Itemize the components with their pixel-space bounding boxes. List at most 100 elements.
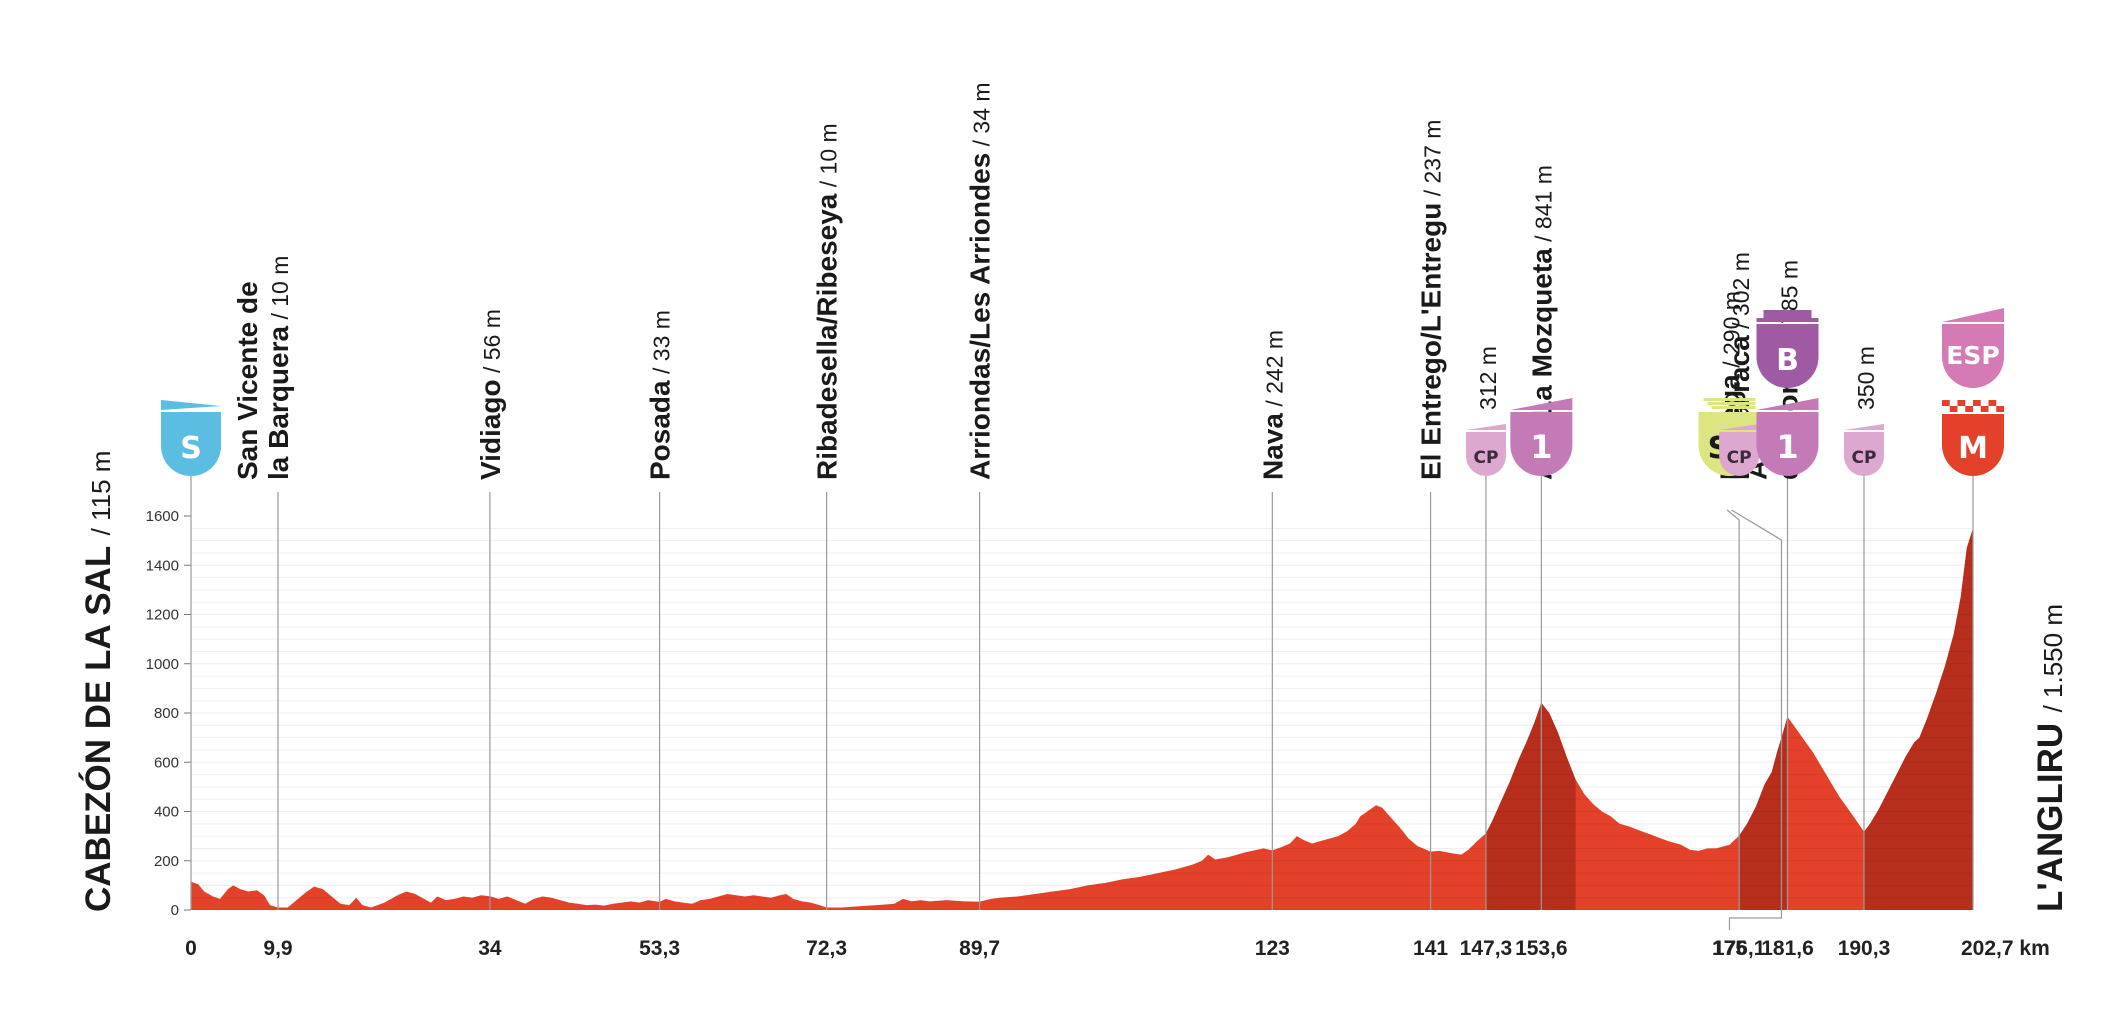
climb-segment-1 [1486,702,1542,910]
y-tick-label: 1600 [146,508,179,525]
waypoint-name: Vidiago [475,379,506,480]
waypoint-elevation: / 302 m [1728,252,1754,335]
waypoint-lines [190,472,1974,930]
finish-checker [1988,400,1997,406]
badge-label: CP [1852,448,1877,468]
waypoint-elevation: 312 m [1475,346,1501,410]
y-axis: 0 200 400 600 800 1000 1200 1400 1600 [146,486,192,919]
km-label: 72,3 [806,937,847,960]
km-label: 153,6 [1515,937,1568,960]
cp-badge [1719,432,1760,477]
climb-segment-3 [1739,716,1788,910]
badge-label: B [1776,343,1799,378]
cp-badge-tab [1843,424,1884,430]
sprint-badge-stripe [1707,402,1756,405]
waypoint-name: la Barquera [263,326,294,480]
waypoint-elevation: / 10 m [816,123,842,193]
waypoint-name: Posada [645,380,676,480]
badge-label: S [180,431,202,466]
waypoint-elevation: / 33 m [649,310,675,380]
waypoint-label: 312 m [1475,346,1501,410]
finish-badge [1942,414,2004,476]
climb-category-badge [1756,412,1819,476]
finish-town-name: L'ANGLIRU [2031,723,2070,912]
km-label: 9,9 [263,937,292,960]
waypoint-elevation: / 841 m [1530,165,1556,248]
km-label: 175 [1712,937,1747,960]
waypoint-line [1726,509,1740,910]
cp-badge-tab [1719,424,1760,430]
waypoint-label: Ribadesella/Ribeseya / 10 m [812,123,843,480]
waypoint-name: Ribadesella/Ribeseya [812,193,843,480]
start-badge [161,412,221,476]
climb-category-badge [1510,412,1573,476]
y-tick-label: 1200 [146,607,179,624]
waypoint-elevation: / 34 m [969,82,995,152]
finish-checker [1949,406,1958,412]
esp-badge-tab [1942,308,2004,322]
special-category-badge [1942,324,2004,388]
waypoint-label: San Vicente de [232,281,263,480]
start-town-label: CABEZÓN DE LA SAL / 115 m [78,451,118,912]
waypoint-elevation: / 237 m [1420,120,1446,203]
start-town-name: CABEZÓN DE LA SAL [78,546,118,912]
climb-badge-tab [1756,398,1819,410]
y-tick-label: 800 [154,705,179,722]
waypoint-elevation: 350 m [1853,346,1879,410]
bonus-badge [1756,324,1819,388]
start-flag [161,400,221,410]
y-tick-label: 200 [154,853,179,870]
waypoint-name: El Entrego/L'Entregu [1416,203,1447,480]
waypoint-elevation: / 10 m [267,256,293,326]
sprint-badge-stripe [1703,398,1756,401]
waypoint-label: Vidiago / 56 m [475,309,506,480]
badge-label: 1 [1530,428,1552,466]
waypoint-label: 350 m [1853,346,1879,410]
cp-badge-tab [1465,424,1506,430]
y-tick-label: 1000 [146,656,179,673]
waypoint-label: Posada / 33 m [645,310,676,480]
waypoint-name: San Vicente de [232,281,263,480]
bonus-badge-cap [1756,318,1819,322]
waypoint-leader-line [1728,509,1783,930]
km-label: 181,6 [1761,937,1814,960]
waypoint-label: Arriondas/Les Arriondes / 34 m [965,82,996,480]
waypoint-label: la Barquera / 10 m [263,256,294,480]
waypoint-elevation: / 242 m [1261,330,1287,413]
km-label: 34 [478,937,502,960]
finish-checker [1942,400,1950,406]
bonus-badge-cap [1763,310,1812,318]
badge-label: CP [1473,448,1498,468]
km-label: 0 [185,937,197,960]
y-tick-label: 1400 [146,557,179,574]
km-label: 190,3 [1838,937,1891,960]
finish-checker [1980,406,1989,412]
y-tick-label: 600 [154,754,179,771]
finish-town-label: L'ANGLIRU / 1.550 m [2031,604,2070,912]
elevation-gridlines [191,527,1973,899]
km-label: 89,7 [959,937,1000,960]
start-town-elevation: / 115 m [86,451,116,536]
km-label: 176,1 [1713,937,1766,960]
badge-label: 1 [1776,428,1798,466]
climb-segment-2 [1541,702,1576,910]
elevation-profile [191,528,1973,910]
profile-area [191,528,1973,910]
finish-checker [1973,400,1981,406]
finish-checker [1957,400,1966,406]
waypoint-label: El Entrego/L'Entregu / 237 m [1416,120,1447,480]
badge-label: M [1958,431,1988,466]
waypoint-name: Nava [1257,413,1288,480]
badge-label: CP [1727,448,1752,468]
cp-badge [1465,432,1506,477]
y-tick-label: 400 [154,804,179,821]
km-label: 141 [1413,937,1448,960]
y-tick-label: 0 [171,902,179,919]
finish-checker [1965,406,1973,412]
finish-town-elevation: / 1.550 m [2038,604,2068,712]
waypoint-label: Nava / 242 m [1257,330,1288,480]
km-label: 123 [1255,937,1290,960]
end-labels: CABEZÓN DE LA SAL / 115 m L'ANGLIRU / 1.… [78,451,2070,912]
km-label: 53,3 [639,937,680,960]
